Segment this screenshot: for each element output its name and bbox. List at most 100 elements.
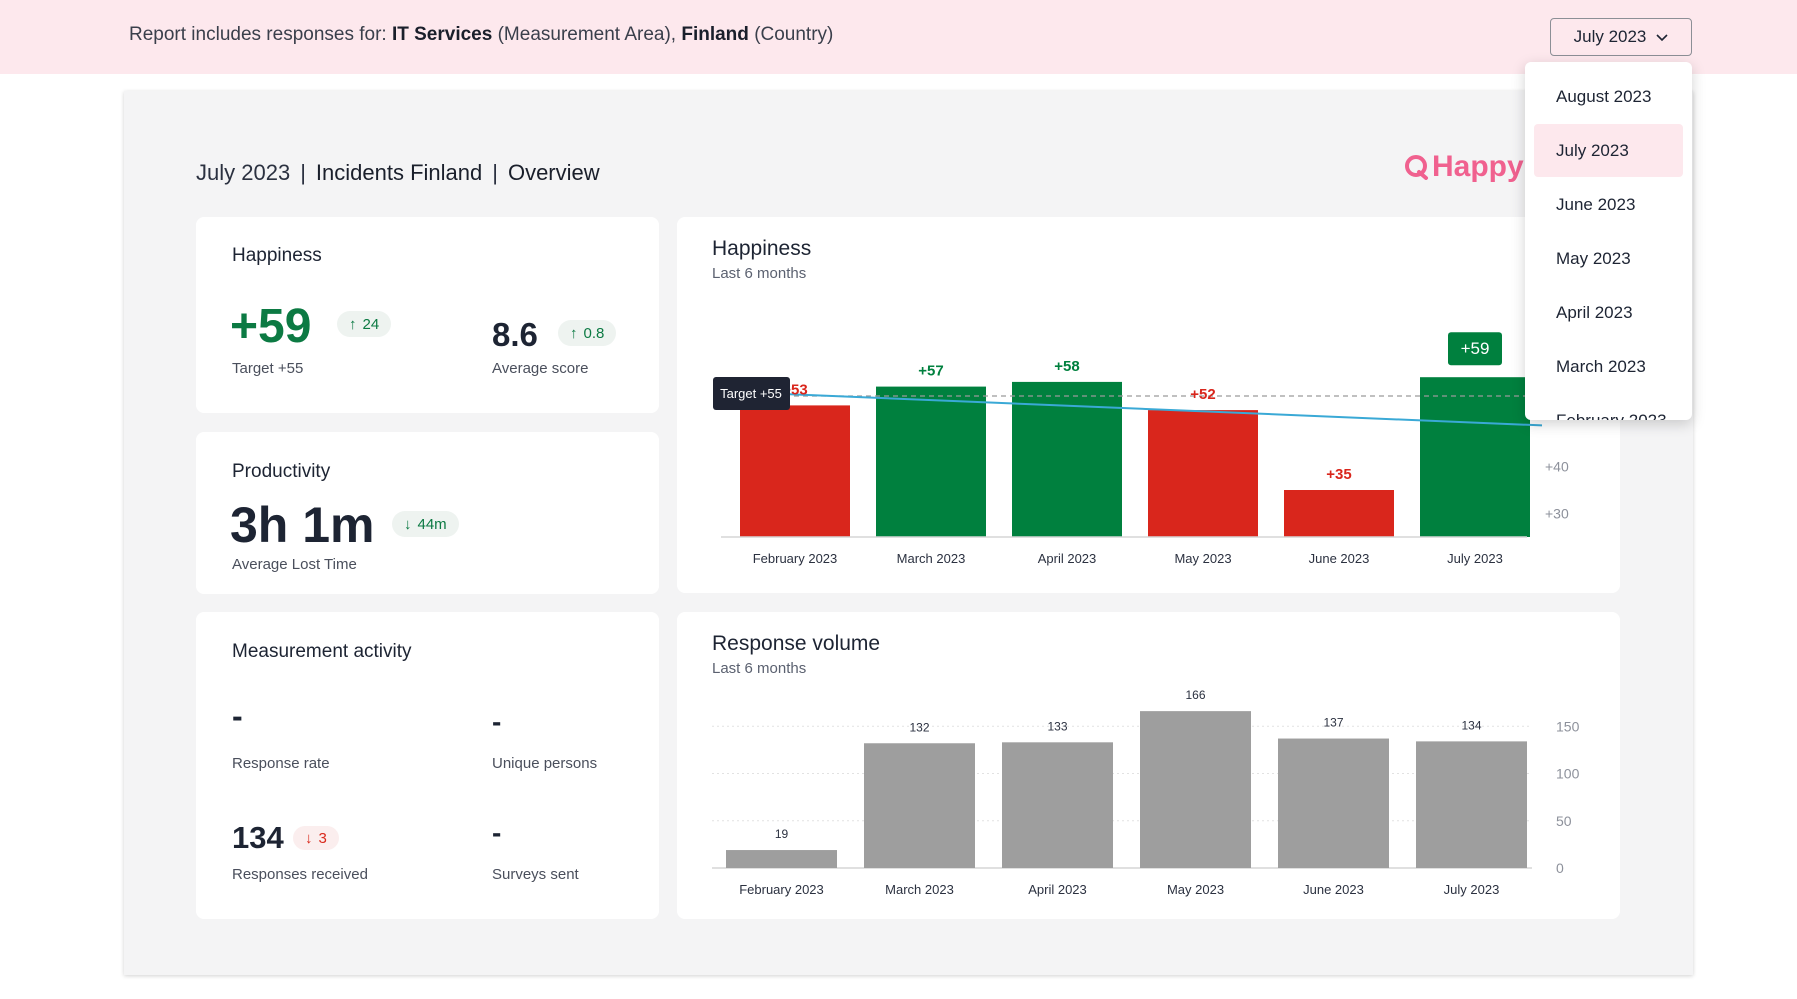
average-score-label: Average score bbox=[492, 360, 589, 377]
trend-line bbox=[786, 393, 1543, 427]
arrow-up-icon: ↑ bbox=[349, 315, 357, 333]
happiness-bar[interactable] bbox=[1420, 377, 1530, 537]
chevron-down-icon bbox=[1656, 34, 1668, 42]
volume-x-label: June 2023 bbox=[1303, 882, 1364, 897]
response-volume-chart: 19 132 133 166 137 134 February 2023 March 202… bbox=[712, 688, 1580, 897]
volume-bar[interactable] bbox=[726, 850, 837, 868]
volume-bar-value: 134 bbox=[1461, 718, 1481, 732]
target-tooltip: Target +55 bbox=[713, 377, 790, 410]
happiness-bar[interactable] bbox=[876, 386, 986, 537]
volume-y-tick: 150 bbox=[1556, 718, 1580, 734]
happiness-bar-value: +52 bbox=[1190, 386, 1215, 403]
filter-country-type: (Country) bbox=[754, 24, 834, 45]
volume-bar[interactable] bbox=[1140, 711, 1251, 868]
volume-bar[interactable] bbox=[1416, 741, 1527, 868]
month-option[interactable]: July 2023 bbox=[1534, 124, 1683, 177]
volume-bar[interactable] bbox=[1278, 738, 1389, 868]
volume-bar-value: 166 bbox=[1185, 688, 1205, 702]
response-rate-label: Response rate bbox=[232, 755, 330, 772]
response-chart-subtitle: Last 6 months bbox=[712, 660, 807, 677]
activity-card-title: Measurement activity bbox=[232, 641, 412, 662]
happiness-change-badge: ↑ 24 bbox=[337, 311, 392, 337]
happy-logo: Happy bbox=[1404, 150, 1524, 184]
average-score: 8.6 bbox=[492, 316, 538, 353]
title-report-name: Incidents Finland bbox=[315, 160, 483, 185]
month-select[interactable]: July 2023 bbox=[1550, 18, 1692, 56]
happiness-x-label: February 2023 bbox=[753, 551, 838, 566]
response-volume-card: Response volume Last 6 months 19 132 133 16… bbox=[677, 612, 1620, 919]
responses-change-value: 3 bbox=[318, 829, 327, 847]
happiness-card: Happiness +59 ↑ 24 Target +55 8.6 ↑ 0.8 … bbox=[196, 217, 659, 413]
happiness-x-label: July 2023 bbox=[1447, 551, 1503, 566]
volume-bar-value: 132 bbox=[909, 720, 929, 734]
responses-received-value: 134 bbox=[232, 820, 284, 855]
happiness-target: Target +55 bbox=[232, 360, 304, 377]
happiness-x-label: May 2023 bbox=[1174, 551, 1231, 566]
title-separator: | bbox=[492, 160, 498, 185]
month-option[interactable]: August 2023 bbox=[1556, 86, 1652, 106]
target-tooltip-text: Target +55 bbox=[720, 386, 782, 401]
lost-time-label: Average Lost Time bbox=[232, 556, 357, 573]
month-option[interactable]: February 2023 bbox=[1556, 410, 1667, 421]
happiness-bar-value: +58 bbox=[1054, 358, 1079, 375]
lost-time-change-badge: ↓ 44m bbox=[392, 511, 459, 537]
responses-received-label: Responses received bbox=[232, 866, 368, 883]
happiness-bar-value: +59 bbox=[1461, 339, 1490, 358]
title-month: July 2023 bbox=[196, 160, 291, 185]
month-option[interactable]: March 2023 bbox=[1556, 356, 1646, 376]
happiness-change-value: 24 bbox=[362, 315, 380, 333]
happiness-chart-subtitle: Last 6 months bbox=[712, 265, 807, 282]
volume-x-label: February 2023 bbox=[739, 882, 824, 897]
month-select-label: July 2023 bbox=[1573, 27, 1647, 46]
responses-change-badge: ↓ 3 bbox=[293, 826, 339, 850]
month-dropdown-menu: August 2023 July 2023 June 2023 May 2023 Apr… bbox=[1525, 62, 1692, 420]
happiness-x-label: April 2023 bbox=[1038, 551, 1097, 566]
happiness-bar[interactable] bbox=[740, 405, 850, 537]
happiness-y-tick: +40 bbox=[1545, 459, 1569, 475]
happiness-bar[interactable] bbox=[1284, 490, 1394, 537]
measurement-activity-card: Measurement activity - Response rate - U… bbox=[196, 612, 659, 919]
volume-bar-value: 133 bbox=[1047, 719, 1067, 733]
volume-bar-value: 137 bbox=[1323, 716, 1343, 730]
filter-country-value: Finland bbox=[681, 24, 749, 45]
volume-y-tick: 50 bbox=[1556, 813, 1572, 829]
filter-summary: Report includes responses for: IT Servic… bbox=[129, 24, 833, 46]
productivity-card: Productivity 3h 1m ↓ 44m Average Lost Ti… bbox=[196, 432, 659, 594]
average-score-change-value: 0.8 bbox=[583, 324, 605, 342]
month-option[interactable]: June 2023 bbox=[1556, 194, 1636, 214]
arrow-down-icon: ↓ bbox=[305, 829, 313, 847]
filter-bar: Report includes responses for: IT Servic… bbox=[0, 0, 1797, 74]
lost-time-value: 3h 1m bbox=[230, 497, 375, 553]
month-option[interactable]: May 2023 bbox=[1556, 248, 1631, 268]
filter-area-type: (Measurement Area), bbox=[497, 24, 677, 45]
page-title: July 2023 | Incidents Finland | Overview bbox=[196, 160, 600, 186]
happiness-card-title: Happiness bbox=[232, 245, 322, 266]
happiness-y-tick: +30 bbox=[1545, 506, 1569, 522]
logo-text: Happy bbox=[1432, 150, 1524, 183]
volume-y-tick: 100 bbox=[1556, 766, 1580, 782]
arrow-up-icon: ↑ bbox=[570, 324, 578, 342]
unique-persons-value: - bbox=[492, 706, 502, 737]
surveys-sent-value: - bbox=[492, 817, 502, 848]
volume-bar-value: 19 bbox=[775, 827, 789, 841]
unique-persons-label: Unique persons bbox=[492, 755, 598, 772]
title-view: Overview bbox=[507, 160, 600, 185]
volume-x-label: May 2023 bbox=[1167, 882, 1224, 897]
happiness-bar-value: +57 bbox=[918, 363, 943, 380]
happiness-x-label: June 2023 bbox=[1309, 551, 1370, 566]
month-option[interactable]: April 2023 bbox=[1556, 302, 1633, 322]
volume-x-label: April 2023 bbox=[1028, 882, 1087, 897]
average-score-change-badge: ↑ 0.8 bbox=[558, 320, 617, 346]
volume-bar[interactable] bbox=[864, 743, 975, 868]
happiness-current-badge bbox=[1448, 332, 1502, 366]
happiness-bar[interactable] bbox=[1148, 410, 1258, 537]
title-separator: | bbox=[300, 160, 306, 185]
happiness-x-label: March 2023 bbox=[897, 551, 966, 566]
arrow-down-icon: ↓ bbox=[404, 515, 412, 533]
happiness-score: +59 bbox=[230, 300, 312, 353]
productivity-card-title: Productivity bbox=[232, 461, 331, 482]
lost-time-change-value: 44m bbox=[417, 515, 447, 533]
volume-bar[interactable] bbox=[1002, 742, 1113, 868]
happiness-chart-title: Happiness bbox=[712, 237, 812, 260]
volume-y-tick: 0 bbox=[1556, 860, 1564, 876]
